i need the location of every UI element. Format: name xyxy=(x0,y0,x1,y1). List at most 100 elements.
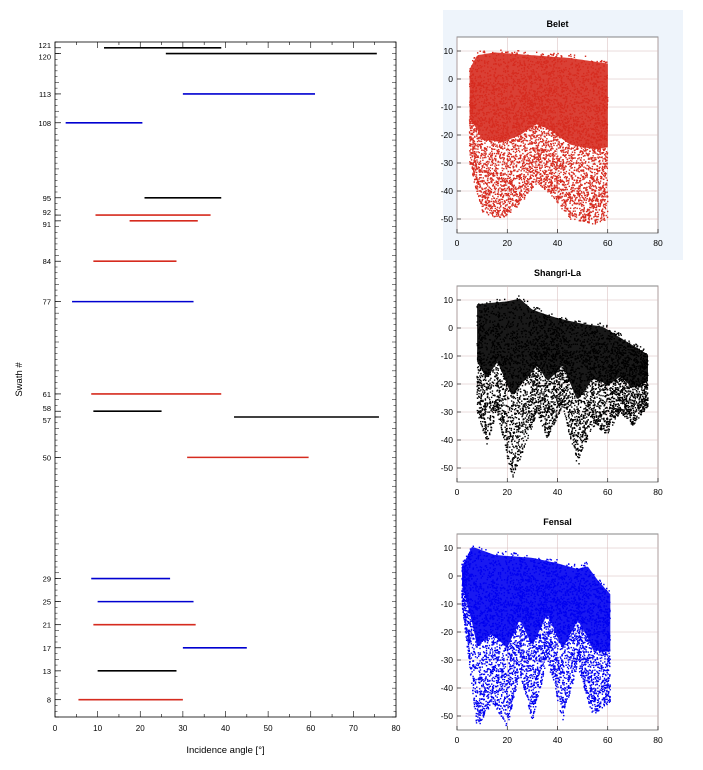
scatter-point xyxy=(505,178,506,179)
scatter-point xyxy=(471,155,472,156)
scatter-point xyxy=(605,163,606,164)
scatter-point xyxy=(553,145,554,146)
scatter-point xyxy=(519,141,520,142)
scatter-point xyxy=(605,207,606,208)
scatter-point xyxy=(564,167,565,168)
scatter-point xyxy=(603,149,604,150)
scatter-point xyxy=(550,153,551,154)
scatter-point xyxy=(547,166,548,167)
scatter-point xyxy=(480,161,481,162)
scatter-point xyxy=(485,202,486,203)
scatter-point xyxy=(550,189,551,190)
scatter-point xyxy=(548,141,549,142)
scatter-point xyxy=(533,148,534,149)
scatter-point xyxy=(491,158,492,159)
scatter-point xyxy=(514,160,515,161)
scatter-point xyxy=(546,135,547,136)
scatter-point xyxy=(595,223,596,224)
scatter-point xyxy=(511,140,512,141)
scatter-point xyxy=(544,136,545,137)
scatter-point xyxy=(587,194,588,195)
scatter-point xyxy=(602,208,603,209)
scatter-point xyxy=(589,200,590,201)
scatter-point xyxy=(487,185,488,186)
scatter-point xyxy=(548,158,549,159)
scatter-point xyxy=(568,161,569,162)
scatter-point xyxy=(582,179,583,180)
scatter-point xyxy=(564,200,565,201)
scatter-point xyxy=(507,166,508,167)
scatter-point xyxy=(558,142,559,143)
scatter-point xyxy=(573,211,574,212)
scatter-point xyxy=(524,194,525,195)
scatter-point xyxy=(493,143,494,144)
x-tick-label: 60 xyxy=(306,724,315,733)
scatter-point xyxy=(506,204,507,205)
scatter-point xyxy=(597,173,598,174)
scatter-point xyxy=(484,142,485,143)
scatter-point xyxy=(488,174,489,175)
scatter-point xyxy=(501,146,502,147)
scatter-point xyxy=(504,188,505,189)
scatter-point xyxy=(505,184,506,185)
scatter-point xyxy=(601,219,602,220)
scatter-point xyxy=(504,208,505,209)
scatter-point xyxy=(589,182,590,183)
scatter-point xyxy=(576,216,577,217)
scatter-point xyxy=(489,205,490,206)
scatter-point xyxy=(605,192,606,193)
scatter-point xyxy=(547,150,548,151)
scatter-point xyxy=(488,214,489,215)
scatter-point xyxy=(485,190,486,191)
scatter-point xyxy=(574,170,575,171)
scatter-point xyxy=(477,52,478,53)
scatter-point xyxy=(504,212,505,213)
scatter-point xyxy=(598,157,599,158)
scatter-point xyxy=(560,197,561,198)
scatter-point xyxy=(546,161,547,162)
scatter-point xyxy=(474,57,475,58)
scatter-point xyxy=(560,179,561,180)
y-tick-label: 91 xyxy=(43,220,51,229)
scatter-point xyxy=(553,139,554,140)
scatter-point xyxy=(563,189,564,190)
scatter-point xyxy=(505,166,506,167)
scatter-point xyxy=(573,190,574,191)
scatter-point xyxy=(497,146,498,147)
scatter-point xyxy=(596,205,597,206)
scatter-point xyxy=(591,218,592,219)
scatter-point xyxy=(484,152,485,153)
scatter-point xyxy=(551,135,552,136)
scatter-point xyxy=(498,191,499,192)
scatter-point xyxy=(578,168,579,169)
scatter-point xyxy=(604,189,605,190)
scatter-point xyxy=(579,163,580,164)
scatter-point xyxy=(500,210,501,211)
scatter-point xyxy=(595,186,596,187)
y-tick-label: 21 xyxy=(43,621,51,630)
scatter-point xyxy=(510,201,511,202)
scatter-point xyxy=(571,200,572,201)
scatter-point xyxy=(495,201,496,202)
scatter-point xyxy=(527,168,528,169)
scatter-point xyxy=(576,188,577,189)
scatter-point xyxy=(536,142,537,143)
scatter-point xyxy=(586,192,587,193)
scatter-point xyxy=(479,152,480,153)
scatter-point xyxy=(486,187,487,188)
scatter-point xyxy=(491,210,492,211)
scatter-point xyxy=(588,215,589,216)
scatter-point xyxy=(525,176,526,177)
scatter-point xyxy=(527,170,528,171)
scatter-point xyxy=(556,199,557,200)
scatter-point xyxy=(567,150,568,151)
scatter-point xyxy=(483,171,484,172)
scatter-point xyxy=(585,188,586,189)
scatter-point xyxy=(566,171,567,172)
scatter-point xyxy=(563,172,564,173)
scatter-point xyxy=(595,221,596,222)
scatter-point xyxy=(472,144,473,145)
scatter-point xyxy=(484,157,485,158)
